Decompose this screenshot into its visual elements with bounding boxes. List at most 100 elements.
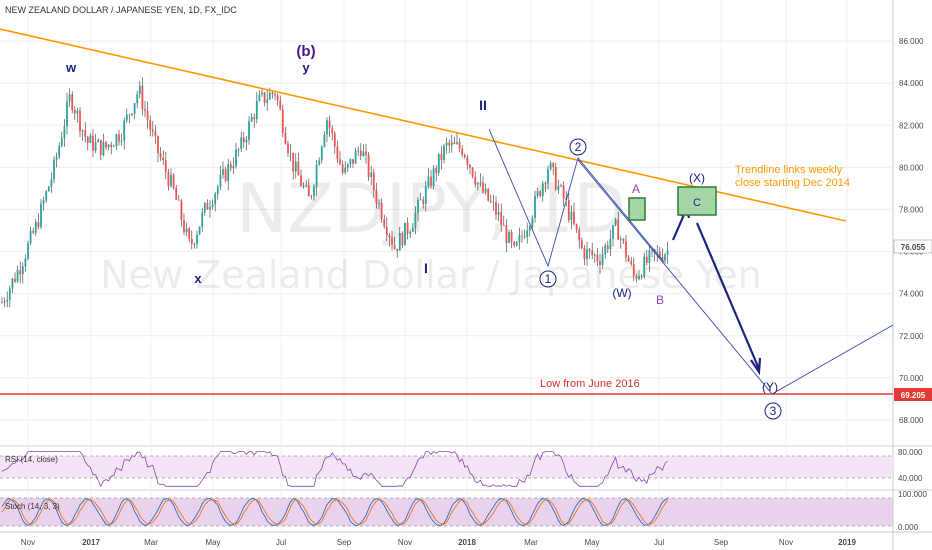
time-axis[interactable]: Nov 2017 Mar May Jul Sep Nov 2018 Mar May Jul Sep No… (21, 538, 857, 547)
candle-body (201, 212, 204, 227)
candle-body (255, 100, 258, 120)
wave-label-a: A (632, 182, 640, 196)
candle-body (21, 266, 24, 275)
x-tick-label: Sep (337, 538, 352, 547)
candle-body (466, 157, 469, 165)
candle-body (63, 126, 66, 139)
candle-body (180, 200, 183, 221)
candle-body (99, 139, 102, 156)
stoch-k-line (1, 498, 668, 526)
support-price-value: 69.205 (901, 391, 926, 400)
candle-body (102, 141, 105, 156)
candle-body (541, 183, 544, 196)
candle-body (375, 190, 378, 204)
stoch-d-line (1, 499, 668, 525)
y-tick-label: 86.000 (899, 37, 924, 46)
candle-body (266, 99, 269, 104)
candle-body (107, 144, 110, 148)
candle-body (484, 188, 487, 193)
candle-body (89, 135, 92, 143)
watermark-name: New Zealand Dollar / Japanese Yen (100, 253, 762, 297)
arrow-down-line (695, 222, 761, 370)
candle-body (398, 232, 401, 251)
candle-body (177, 199, 180, 201)
candle-body (183, 220, 185, 233)
wave-c-box[interactable] (677, 186, 717, 216)
candle-body (198, 226, 201, 235)
circle-label-1: 1 (545, 272, 552, 286)
wave-a-box[interactable] (628, 197, 646, 221)
circle-marker-2 (569, 138, 587, 156)
candle-body (440, 153, 443, 161)
candle-body (508, 232, 510, 243)
candle-body (193, 244, 196, 245)
candle-body (125, 114, 128, 121)
stoch-level-0: 0.000 (898, 523, 919, 532)
candle-body (115, 134, 118, 147)
candle-body (450, 142, 453, 146)
candle-body (643, 256, 646, 278)
candle-body (68, 94, 71, 102)
candle-body (94, 142, 97, 151)
candle-body (133, 103, 136, 114)
last-price-badge (893, 239, 932, 254)
y-tick-label: 80.000 (899, 163, 924, 172)
candle-body (378, 202, 380, 204)
candle-body (211, 204, 214, 208)
candle-body (190, 238, 193, 245)
candle-body (138, 85, 141, 95)
candle-body (599, 261, 601, 265)
candle-body (336, 146, 339, 160)
candle-body (630, 261, 633, 264)
candle-body (310, 195, 313, 197)
candle-body (27, 243, 29, 259)
candle-body (580, 240, 583, 248)
candle-body (359, 150, 362, 157)
candle-body (92, 135, 94, 151)
price-axis[interactable]: 68.00070.00072.00074.00076.00078.00080.0… (899, 37, 924, 425)
candle-body (84, 130, 87, 138)
candle-body (227, 164, 230, 181)
candle-body (383, 219, 386, 227)
candle-body (164, 160, 167, 173)
candle-body (58, 146, 61, 157)
candle-body (55, 156, 58, 160)
candle-body (307, 185, 310, 197)
candle-body (370, 172, 373, 178)
candle-body (632, 263, 635, 276)
candle-body (448, 142, 451, 146)
candle-body (3, 301, 6, 303)
candle-body (53, 159, 55, 180)
candle-body (614, 219, 617, 226)
candle-body (320, 146, 323, 161)
wave-label-c: C (693, 197, 701, 209)
candle-body (170, 174, 172, 187)
candle-body (544, 183, 547, 185)
arrow-down-head (750, 357, 762, 376)
candle-body (149, 120, 152, 130)
y-tick-label: 82.000 (899, 121, 924, 130)
projection-line (771, 324, 894, 395)
candle-body (417, 199, 419, 214)
wave-1-2-path (488, 128, 665, 268)
last-price-value: 76.055 (901, 243, 926, 252)
candle-body (521, 235, 523, 237)
x-tick-label: 2017 (82, 538, 100, 547)
candle-body (435, 168, 438, 173)
candle-body (47, 186, 50, 192)
x-tick-label: May (205, 538, 220, 547)
candle-body (32, 230, 35, 233)
candle-body (661, 256, 664, 261)
candle-body (406, 222, 409, 234)
candle-body (575, 223, 578, 230)
y-tick-label: 84.000 (899, 79, 924, 88)
candle-body (279, 100, 282, 110)
candle-body (274, 94, 276, 96)
candle-body (523, 236, 526, 238)
candle-body (159, 153, 162, 158)
candle-body (586, 249, 588, 260)
candle-body (175, 187, 178, 200)
candle-body (645, 256, 648, 263)
candle-body (8, 288, 11, 300)
